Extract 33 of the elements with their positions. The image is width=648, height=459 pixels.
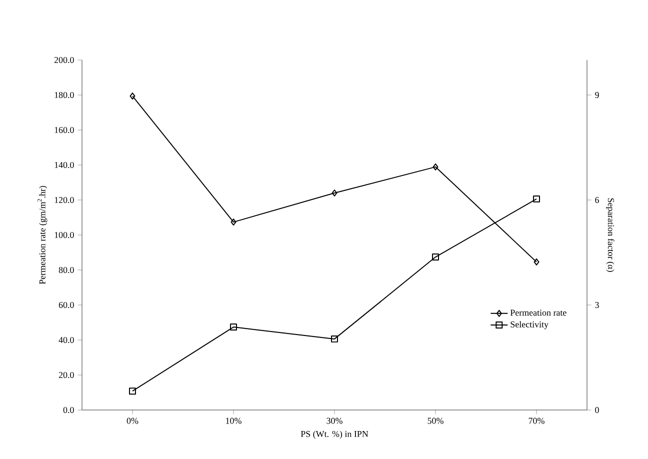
- x-tick-label: 50%: [428, 418, 444, 424]
- y2-axis-title: Separation factor (α): [606, 198, 614, 272]
- y2-tick-label: 6: [595, 196, 599, 204]
- point: [230, 324, 237, 331]
- point: [129, 388, 136, 395]
- point: [332, 190, 338, 196]
- x-tick-label: 70%: [528, 418, 544, 424]
- x-tick-label: 10%: [226, 418, 242, 424]
- point: [432, 163, 438, 170]
- y-tick-label: 200.0: [54, 56, 74, 64]
- point: [432, 254, 439, 261]
- y-tick-label: 140.0: [54, 162, 74, 168]
- y-tick-label: 120.0: [54, 196, 74, 204]
- x-tick-label: 0%: [126, 418, 138, 424]
- y-tick-label: 180.0: [54, 92, 74, 98]
- y-tick-label: 160.0: [54, 126, 74, 134]
- legend-label: Permeation rate: [510, 310, 566, 316]
- x-axis-title: PS (Wt. %) in IPN: [300, 430, 368, 439]
- x-tick-label: 30%: [326, 418, 342, 424]
- y2-tick-label: 9: [595, 92, 599, 98]
- point: [533, 195, 540, 202]
- y2-tick-label: 0: [595, 406, 599, 414]
- y-tick-label: 80.0: [58, 266, 74, 274]
- y-tick-label: 100.0: [54, 232, 74, 238]
- y-tick-label: 60.0: [58, 302, 74, 308]
- y-axis-title: Permeation rate (gm/m$^{2}$.hr): [38, 186, 48, 284]
- y2-tick-label: 3: [595, 302, 599, 308]
- point: [230, 218, 236, 226]
- y-tick-label: 0.0: [63, 406, 74, 414]
- y-tick-label: 20.0: [58, 372, 74, 378]
- y-tick-label: 40.0: [58, 336, 74, 344]
- point: [331, 335, 338, 342]
- legend-label: Selectivity: [510, 321, 548, 330]
